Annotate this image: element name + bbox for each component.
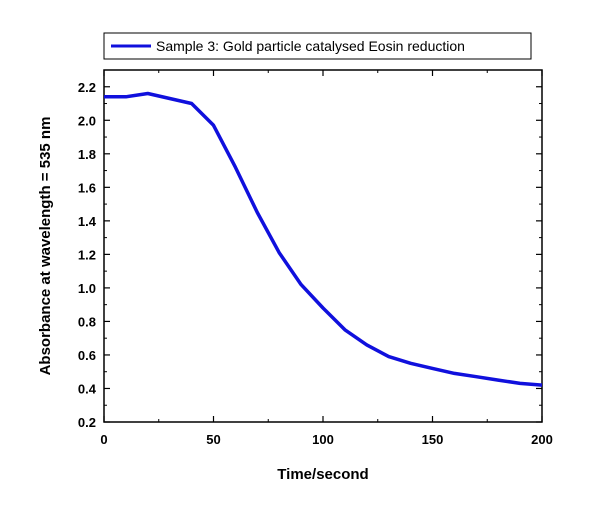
- y-axis-title: Absorbance at wavelength = 535 nm: [37, 117, 54, 376]
- y-tick-label: 1.2: [78, 247, 96, 262]
- y-tick-label: 0.6: [78, 348, 96, 363]
- y-tick-label: 0.4: [78, 381, 97, 396]
- x-tick-label: 150: [422, 432, 444, 447]
- y-tick-label: 1.8: [78, 147, 96, 162]
- x-tick-label: 0: [100, 432, 107, 447]
- y-tick-label: 1.0: [78, 281, 96, 296]
- y-tick-label: 1.6: [78, 180, 96, 195]
- legend: Sample 3: Gold particle catalysed Eosin …: [104, 33, 531, 59]
- series-line: [104, 94, 542, 386]
- y-tick-label: 2.2: [78, 80, 96, 95]
- y-tick-label: 0.2: [78, 415, 96, 430]
- y-tick-label: 2.0: [78, 113, 96, 128]
- x-tick-label: 100: [312, 432, 334, 447]
- legend-label: Sample 3: Gold particle catalysed Eosin …: [156, 38, 465, 54]
- y-tick-label: 1.4: [78, 214, 97, 229]
- y-tick-label: 0.8: [78, 314, 96, 329]
- x-tick-label: 200: [531, 432, 553, 447]
- x-tick-label: 50: [206, 432, 220, 447]
- ticks: [104, 70, 542, 422]
- tick-labels: 0.2 0.4 0.6 0.8 1.0 1.2 1.4 1.6 1.8 2.0 2.2 0 50 100 1…: [78, 80, 553, 447]
- x-axis-title: Time/second: [277, 466, 368, 483]
- plot-frame: [104, 70, 542, 422]
